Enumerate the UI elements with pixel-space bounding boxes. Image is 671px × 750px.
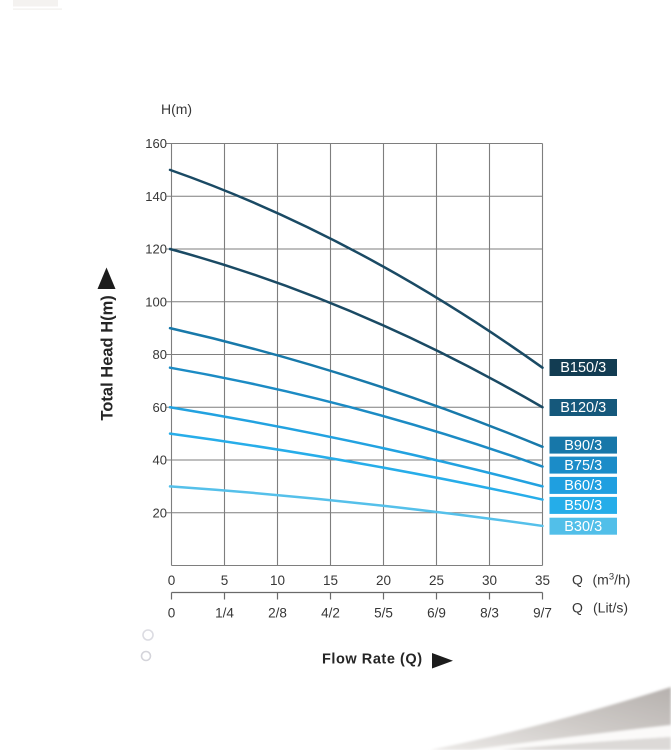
svg-text:20: 20 — [153, 505, 167, 520]
svg-text:35: 35 — [535, 573, 550, 588]
svg-text:Flow Rate (Q): Flow Rate (Q) — [322, 652, 423, 668]
svg-text:B90/3: B90/3 — [564, 438, 602, 454]
svg-text:B75/3: B75/3 — [564, 458, 602, 474]
svg-text:1/4: 1/4 — [215, 606, 234, 621]
svg-text:B50/3: B50/3 — [564, 498, 602, 514]
svg-text:B150/3: B150/3 — [560, 360, 606, 376]
svg-text:20: 20 — [376, 573, 391, 588]
svg-text:100: 100 — [145, 294, 167, 309]
svg-text:9/7: 9/7 — [533, 606, 552, 621]
svg-text:140: 140 — [145, 189, 167, 204]
svg-text:Q: Q — [572, 572, 583, 588]
svg-text:0: 0 — [168, 606, 176, 621]
svg-text:30: 30 — [482, 573, 497, 588]
svg-text:8/3: 8/3 — [480, 606, 499, 621]
svg-text:B120/3: B120/3 — [560, 400, 606, 416]
svg-text:5: 5 — [221, 573, 229, 588]
svg-text:25: 25 — [429, 573, 444, 588]
svg-text:2/8: 2/8 — [268, 606, 287, 621]
svg-text:160: 160 — [145, 136, 167, 151]
svg-text:Total Head H(m): Total Head H(m) — [99, 295, 117, 420]
svg-text:5/5: 5/5 — [374, 606, 393, 621]
svg-text:0: 0 — [168, 573, 176, 588]
svg-text:B60/3: B60/3 — [564, 478, 602, 494]
svg-text:15: 15 — [323, 573, 338, 588]
svg-text:80: 80 — [153, 347, 167, 362]
svg-text:Q: Q — [572, 600, 583, 616]
svg-text:H(m): H(m) — [161, 101, 192, 117]
svg-text:40: 40 — [153, 453, 167, 468]
svg-text:60: 60 — [153, 400, 167, 415]
svg-text:(m3/h): (m3/h) — [593, 572, 631, 588]
svg-text:4/2: 4/2 — [321, 606, 340, 621]
svg-text:6/9: 6/9 — [427, 606, 446, 621]
svg-text:(Lit/s): (Lit/s) — [593, 600, 628, 616]
svg-text:B30/3: B30/3 — [564, 519, 602, 535]
svg-text:120: 120 — [145, 242, 167, 257]
svg-text:10: 10 — [270, 573, 285, 588]
